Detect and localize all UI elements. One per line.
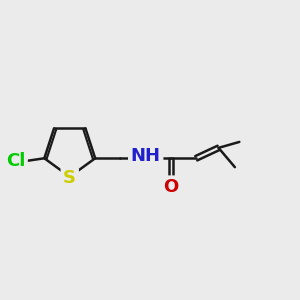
Text: O: O <box>164 178 178 196</box>
Text: NH: NH <box>131 147 161 165</box>
Text: Cl: Cl <box>6 152 25 170</box>
Text: S: S <box>63 169 76 187</box>
